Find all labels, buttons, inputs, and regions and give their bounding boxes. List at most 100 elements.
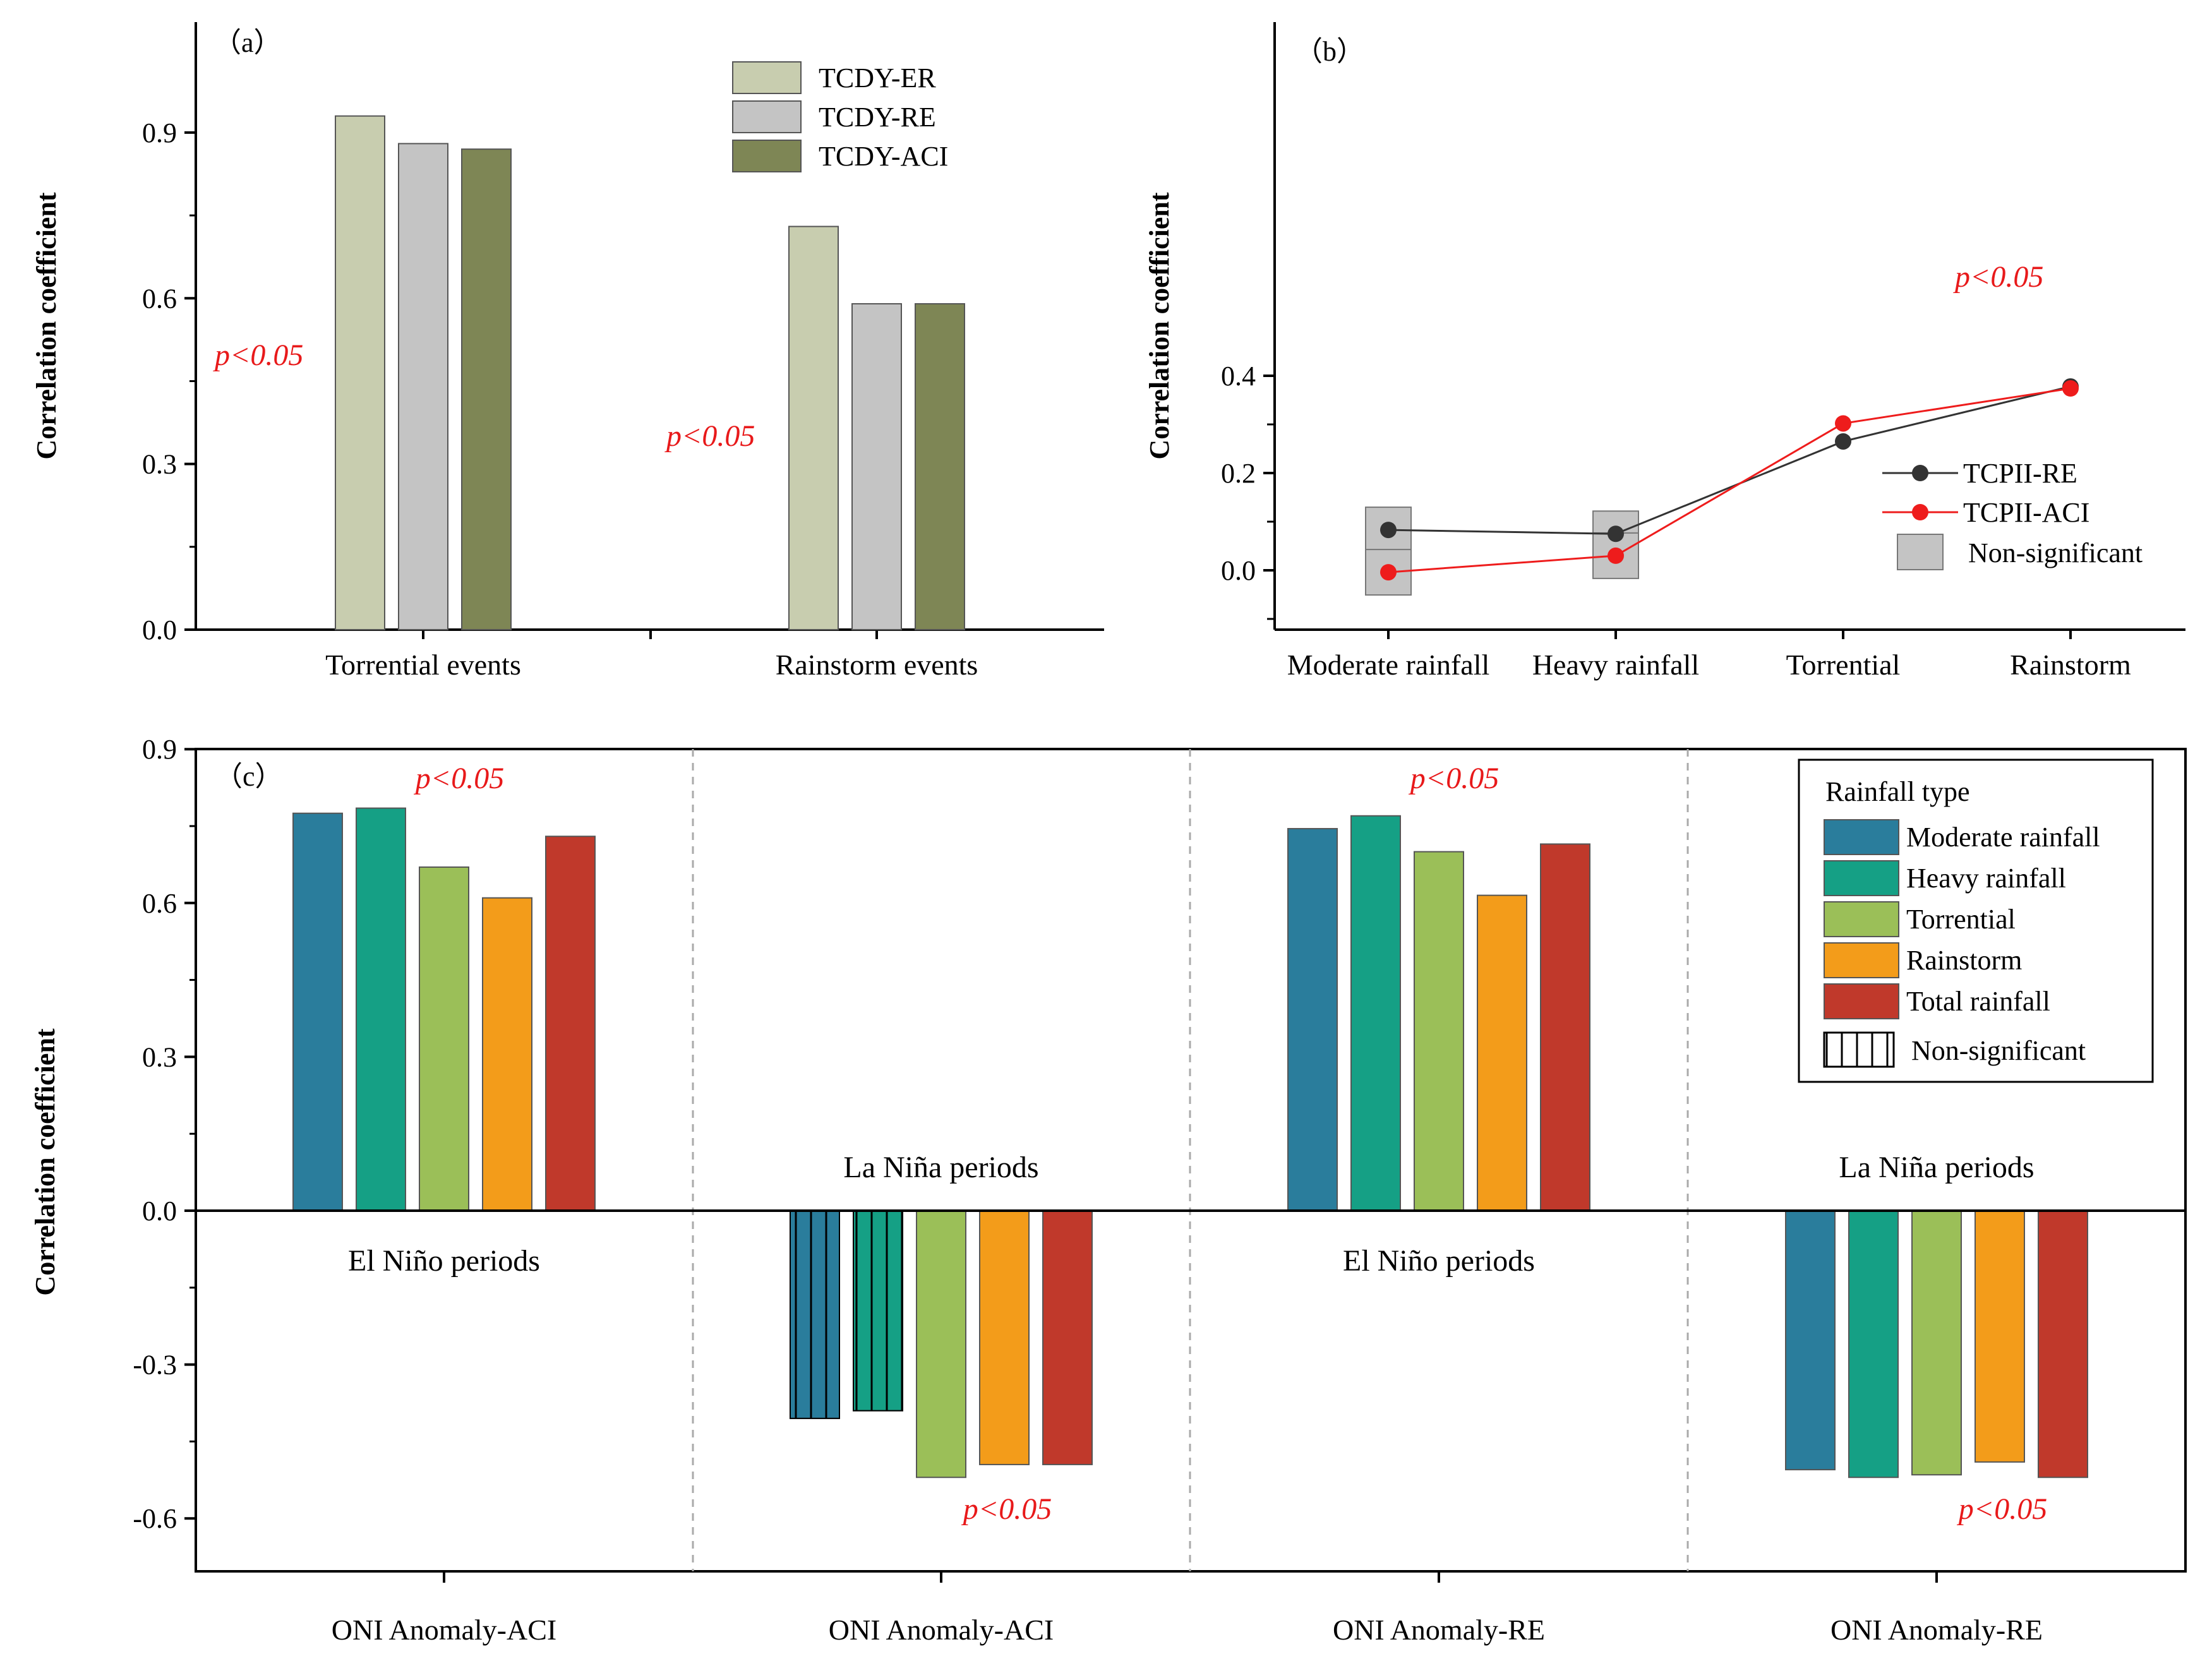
panel-c-y-label: Correlation coefficient [30, 1028, 61, 1295]
panel-a-bar [851, 303, 902, 630]
panel-c-legend-label: Total rainfall [1906, 986, 2050, 1017]
panel-a-bar [335, 115, 385, 630]
panel-a-y-label: Correlation coefficient [31, 192, 62, 459]
panel-a: （a） Correlation coefficient 0.0 0.3 0.6 0.9… [31, 22, 1104, 681]
panel-a-y-tick-label: 0.3 [142, 449, 177, 480]
panel-c-legend-label: Moderate rainfall [1906, 822, 2100, 853]
panel-b-point [1380, 564, 1397, 581]
panel-a-legend-label: TCDY-RE [819, 102, 936, 133]
panel-c-bar [1785, 1210, 1836, 1471]
panel-b-point [1835, 415, 1851, 432]
panel-c-bar [1350, 815, 1401, 1211]
panel-a-bar [461, 148, 512, 631]
panel-b: （b） Correlation coefficient 0.0 0.2 0.4 Mo… [1144, 22, 2185, 681]
panel-c-label: （c） [215, 761, 283, 792]
panel-c-bar-hatch [790, 1210, 840, 1419]
panel-c-bar [1287, 828, 1338, 1212]
panel-a-legend-swatch [732, 61, 802, 94]
panel-b-point [1608, 525, 1624, 543]
panel-c-period-label: El Niño periods [348, 1244, 540, 1278]
panel-c-legend-swatch [1824, 942, 1899, 978]
panel-c-legend-nonsig-swatch [1823, 1031, 1895, 1068]
panel-a-label: （a） [213, 27, 282, 58]
panel-c-bar [545, 836, 596, 1211]
panel-c-bar [1477, 894, 1527, 1211]
panel-c-legend-title: Rainfall type [1825, 776, 1970, 807]
panel-c-bar [292, 812, 343, 1211]
panel-a-y-tick-label: 0.9 [142, 117, 177, 148]
panel-c-y-tick-label: 0.9 [142, 734, 177, 765]
panel-c-annotation: p<0.05 [1409, 762, 1499, 795]
panel-c-annotation: p<0.05 [414, 762, 504, 795]
panel-c-y-tick-label: 0.0 [142, 1196, 177, 1226]
panel-b-x-tick-label: Torrential [1786, 649, 1901, 681]
panel-c-x-tick-label: ONI Anomaly-ACI [332, 1614, 556, 1646]
panel-c-bar [482, 897, 532, 1212]
panel-c-bar [1042, 1210, 1093, 1465]
panel-b-legend-label: TCPII-RE [1963, 458, 2077, 489]
panel-c-legend-label: Rainstorm [1906, 945, 2022, 976]
panel-b-legend-nonsig-swatch [1897, 534, 1944, 570]
panel-c-y-tick-label: 0.6 [142, 888, 177, 919]
panel-a-bar [788, 225, 839, 630]
panel-c-legend-swatch [1824, 983, 1899, 1019]
panel-b-point [1608, 547, 1624, 564]
panel-b-legend-marker [1912, 465, 1928, 481]
panel-b-point [1835, 433, 1851, 450]
panel-b-annotation: p<0.05 [1953, 260, 2043, 294]
panel-c-y-tick-label: -0.6 [133, 1503, 177, 1534]
panel-c-x-tick-label: ONI Anomaly-ACI [829, 1614, 1054, 1646]
panel-c-bar [1848, 1210, 1899, 1478]
panel-c-y-tick-label: -0.3 [133, 1350, 177, 1381]
panel-b-y-tick-label: 0.2 [1221, 458, 1256, 489]
panel-a-legend-swatch [732, 100, 802, 133]
panel-a-y-tick-label: 0.6 [142, 283, 177, 314]
panel-c-x-tick-label: ONI Anomaly-RE [1333, 1614, 1545, 1646]
panel-b-y-label: Correlation coefficient [1144, 192, 1175, 459]
panel-c-bar [979, 1210, 1030, 1465]
panel-a-legend-label: TCDY-ACI [819, 141, 948, 172]
panel-c-legend-swatch [1824, 860, 1899, 896]
panel-b-series-line [1388, 385, 2071, 535]
panel-c-period-label: La Niña periods [843, 1151, 1038, 1184]
panel-a-y-tick-label: 0.0 [142, 615, 177, 645]
panel-a-annotation-1: p<0.05 [213, 339, 303, 372]
panel-c-bar-hatch [853, 1210, 903, 1412]
panel-a-legend-swatch [732, 140, 802, 172]
panel-b-x-tick-label: Rainstorm [2010, 649, 2131, 681]
panel-c-legend-swatch [1824, 819, 1899, 855]
panel-c-period-label: El Niño periods [1343, 1244, 1535, 1278]
panel-b-point [2062, 380, 2079, 397]
panel-a-bar [915, 303, 965, 630]
panel-c-bar [1975, 1210, 2025, 1463]
panel-b-y-tick-label: 0.0 [1221, 555, 1256, 586]
panel-b-point [1380, 522, 1397, 539]
panel-b-label: （b） [1295, 36, 1364, 67]
panel-c-bar [916, 1210, 966, 1478]
panel-c-bar [1540, 843, 1590, 1212]
panel-b-legend-label: Non-significant [1968, 537, 2143, 568]
panel-b-y-tick-label: 0.4 [1221, 361, 1256, 392]
panel-a-legend-label: TCDY-ER [819, 63, 936, 93]
panel-c-bar [2038, 1210, 2088, 1478]
panel-b-legend-marker [1912, 504, 1928, 520]
panel-c-annotation: p<0.05 [961, 1492, 1052, 1526]
panel-c-annotation: p<0.05 [1957, 1492, 2047, 1526]
panel-c-y-tick-label: 0.3 [142, 1041, 177, 1072]
panel-a-x-tick-label: Rainstorm events [776, 649, 978, 681]
panel-a-x-tick-label: Torrential events [325, 649, 521, 681]
panel-c-bar [356, 807, 406, 1211]
panel-b-series-line [1388, 387, 2071, 573]
panel-c-bar [1911, 1210, 1962, 1476]
panel-c-bar [419, 866, 469, 1211]
panel-a-annotation-2: p<0.05 [664, 419, 755, 453]
panel-b-x-tick-label: Heavy rainfall [1532, 649, 1699, 681]
panel-c-legend-swatch [1824, 901, 1899, 937]
panel-c-legend-label: Heavy rainfall [1906, 863, 2066, 894]
panel-c: （c） Correlation coefficient -0.6 -0.3 0.0 0… [30, 734, 2187, 1646]
panel-c-x-tick-label: ONI Anomaly-RE [1830, 1614, 2043, 1646]
panel-c-legend-label: Non-significant [1911, 1035, 2086, 1066]
panel-c-legend-label: Torrential [1906, 904, 2016, 935]
panel-c-bar [1414, 851, 1464, 1211]
